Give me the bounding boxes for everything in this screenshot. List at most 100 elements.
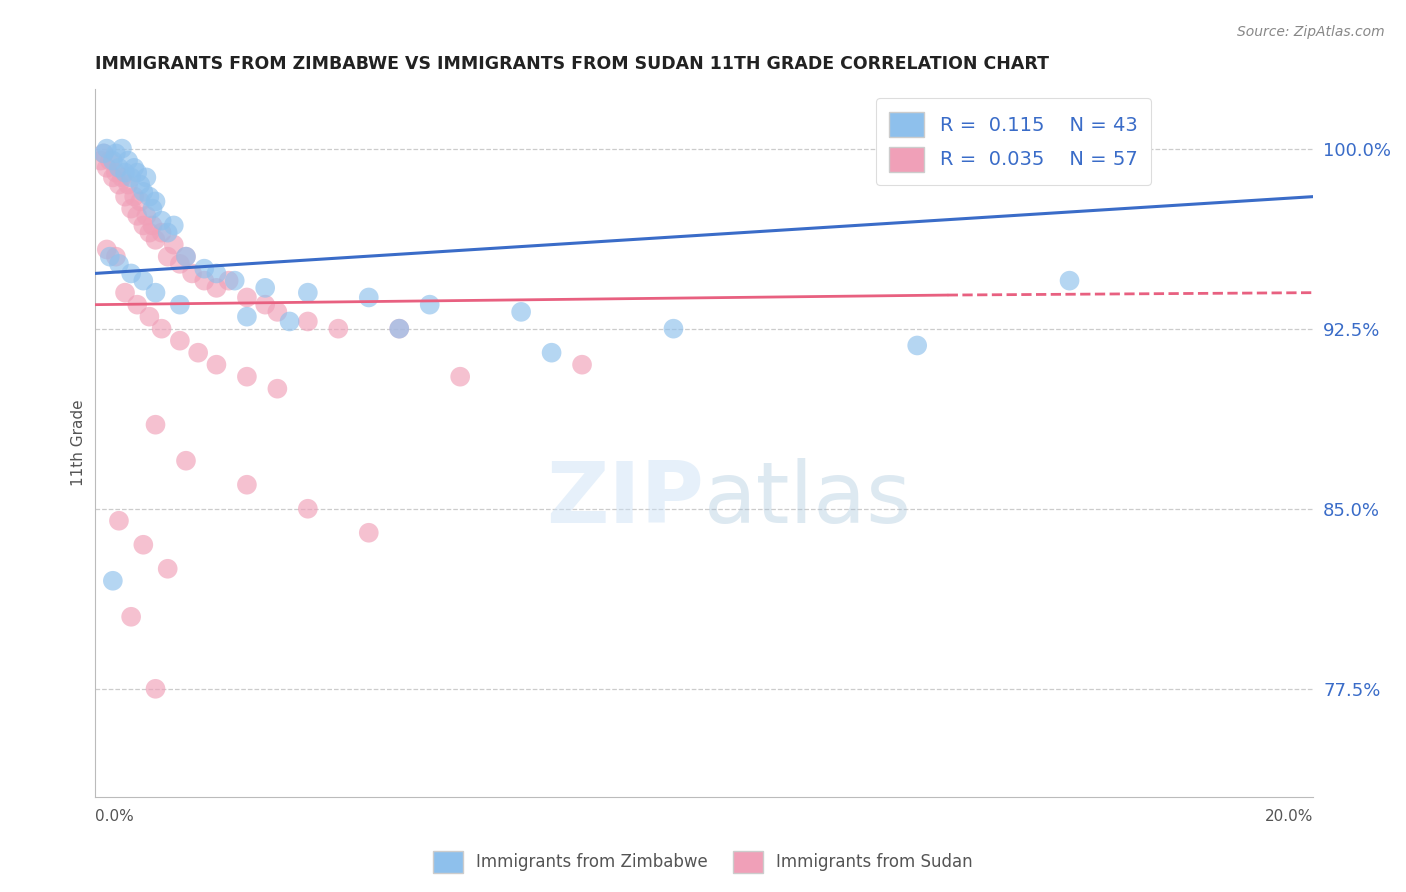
Point xyxy=(98,153,121,168)
Point xyxy=(449,369,471,384)
Point xyxy=(101,574,124,588)
Point xyxy=(96,142,118,156)
Point xyxy=(129,178,152,192)
Point xyxy=(193,261,215,276)
Point xyxy=(193,274,215,288)
Point xyxy=(145,681,167,696)
Point xyxy=(145,417,167,432)
Point xyxy=(98,250,121,264)
Point xyxy=(224,274,246,288)
Point xyxy=(141,202,163,216)
Point xyxy=(419,298,441,312)
Point xyxy=(111,142,134,156)
Point xyxy=(93,146,115,161)
Point xyxy=(108,514,131,528)
Point xyxy=(127,209,149,223)
Point xyxy=(278,314,301,328)
Point xyxy=(1059,274,1081,288)
Point xyxy=(156,226,179,240)
Point xyxy=(510,305,533,319)
Point xyxy=(145,285,167,300)
Point xyxy=(93,146,115,161)
Point xyxy=(120,267,142,281)
Point xyxy=(297,314,319,328)
Point xyxy=(174,250,197,264)
Point xyxy=(117,178,139,192)
Point xyxy=(357,525,380,540)
Point xyxy=(156,250,179,264)
Point xyxy=(138,189,160,203)
Text: 20.0%: 20.0% xyxy=(1265,809,1313,824)
Point xyxy=(169,334,191,348)
Point xyxy=(138,226,160,240)
Point xyxy=(266,382,288,396)
Point xyxy=(114,285,136,300)
Point xyxy=(218,274,240,288)
Point xyxy=(141,219,163,233)
Point xyxy=(163,237,186,252)
Point xyxy=(104,166,127,180)
Point xyxy=(266,305,288,319)
Point xyxy=(145,194,167,209)
Legend: Immigrants from Zimbabwe, Immigrants from Sudan: Immigrants from Zimbabwe, Immigrants fro… xyxy=(426,845,980,880)
Point xyxy=(96,161,118,175)
Legend: R =  0.115    N = 43, R =  0.035    N = 57: R = 0.115 N = 43, R = 0.035 N = 57 xyxy=(876,98,1152,186)
Point xyxy=(571,358,593,372)
Point xyxy=(120,609,142,624)
Point xyxy=(108,161,131,175)
Point xyxy=(388,321,411,335)
Point xyxy=(114,189,136,203)
Point xyxy=(101,170,124,185)
Point xyxy=(135,170,157,185)
Point xyxy=(150,213,173,227)
Point xyxy=(156,562,179,576)
Point xyxy=(163,219,186,233)
Point xyxy=(236,290,259,304)
Point xyxy=(169,257,191,271)
Point xyxy=(174,250,197,264)
Point xyxy=(132,185,155,199)
Point xyxy=(236,369,259,384)
Point xyxy=(181,267,204,281)
Point xyxy=(205,358,228,372)
Point xyxy=(132,274,155,288)
Point xyxy=(138,310,160,324)
Point xyxy=(122,189,145,203)
Point xyxy=(236,477,259,491)
Point xyxy=(205,281,228,295)
Point xyxy=(357,290,380,304)
Point xyxy=(662,321,685,335)
Text: IMMIGRANTS FROM ZIMBABWE VS IMMIGRANTS FROM SUDAN 11TH GRADE CORRELATION CHART: IMMIGRANTS FROM ZIMBABWE VS IMMIGRANTS F… xyxy=(94,55,1049,73)
Point xyxy=(254,298,277,312)
Point xyxy=(135,209,157,223)
Text: atlas: atlas xyxy=(704,458,912,541)
Point xyxy=(254,281,277,295)
Point xyxy=(150,321,173,335)
Point xyxy=(905,338,928,352)
Text: 0.0%: 0.0% xyxy=(94,809,134,824)
Point xyxy=(127,166,149,180)
Y-axis label: 11th Grade: 11th Grade xyxy=(72,400,86,486)
Point xyxy=(117,153,139,168)
Point xyxy=(114,166,136,180)
Point xyxy=(90,153,112,168)
Point xyxy=(236,310,259,324)
Point xyxy=(111,170,134,185)
Point xyxy=(122,161,145,175)
Point xyxy=(328,321,350,335)
Point xyxy=(104,146,127,161)
Point xyxy=(297,501,319,516)
Point xyxy=(540,345,562,359)
Point xyxy=(132,219,155,233)
Point xyxy=(150,226,173,240)
Point xyxy=(96,243,118,257)
Point xyxy=(120,170,142,185)
Point xyxy=(132,538,155,552)
Point xyxy=(104,250,127,264)
Point xyxy=(187,345,209,359)
Point xyxy=(205,267,228,281)
Point xyxy=(129,194,152,209)
Point xyxy=(388,321,411,335)
Point xyxy=(108,257,131,271)
Point xyxy=(169,298,191,312)
